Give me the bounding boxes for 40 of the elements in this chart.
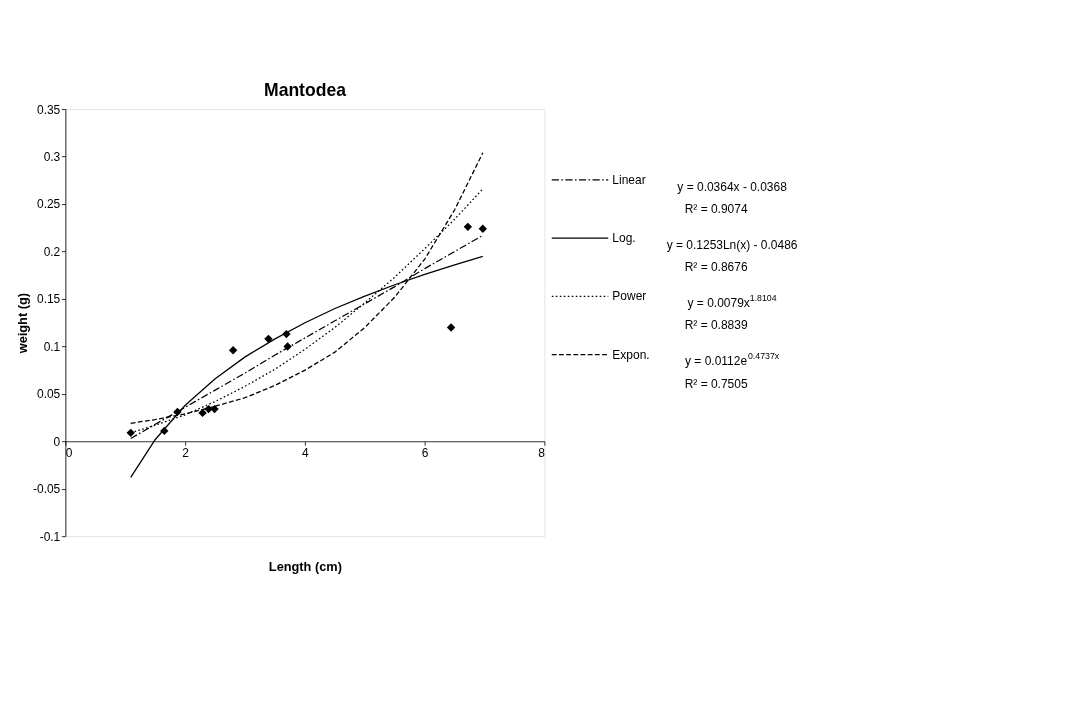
text: R² = 0.9074 <box>684 201 748 216</box>
point <box>282 329 291 339</box>
y-tick-label: 0 <box>53 434 61 449</box>
x-tick-label: 2 <box>182 445 190 460</box>
point <box>264 334 273 344</box>
y-tick-label: 0.1 <box>43 339 61 354</box>
point <box>446 323 456 332</box>
point <box>210 404 219 414</box>
y-tick-label: 0.2 <box>43 244 61 259</box>
text: y = 0.1253Ln(x) - 0.0486 <box>666 237 798 252</box>
point <box>160 426 169 436</box>
point <box>228 346 238 355</box>
y-tick-label: 0.05 <box>36 387 61 402</box>
text: R² = 0.7505 <box>684 376 748 391</box>
point <box>478 224 488 233</box>
y-tick-label: 0.35 <box>36 102 61 117</box>
x-tick-label: 6 <box>421 445 429 460</box>
point <box>463 222 473 232</box>
point <box>126 428 135 437</box>
legend-label: Power <box>612 289 647 304</box>
y-tick-label: 0.25 <box>36 197 61 212</box>
chart-title: Mantodea <box>264 80 347 101</box>
y-tick-label: -0.05 <box>33 482 61 497</box>
x-tick-label: 8 <box>538 445 546 460</box>
y-axis-title: weight (g) <box>15 292 31 355</box>
point <box>283 342 292 351</box>
point <box>173 407 182 417</box>
y-tick-label: -0.1 <box>39 529 61 544</box>
y-tick-label: 0.3 <box>43 149 61 164</box>
point <box>198 408 207 418</box>
legend-label: Log. <box>612 231 636 246</box>
x-axis-title: Length (cm) <box>268 559 342 575</box>
legend-label: Linear <box>612 172 646 187</box>
text: y = 0.0364x - 0.0368 <box>677 179 788 194</box>
x-tick-label: 4 <box>302 445 310 460</box>
text: R² = 0.8839 <box>684 318 748 333</box>
text: R² = 0.8676 <box>684 260 748 275</box>
y-tick-label: 0.15 <box>36 292 61 307</box>
legend-label: Expon. <box>612 347 650 362</box>
x-tick-label: 0 <box>65 445 73 460</box>
